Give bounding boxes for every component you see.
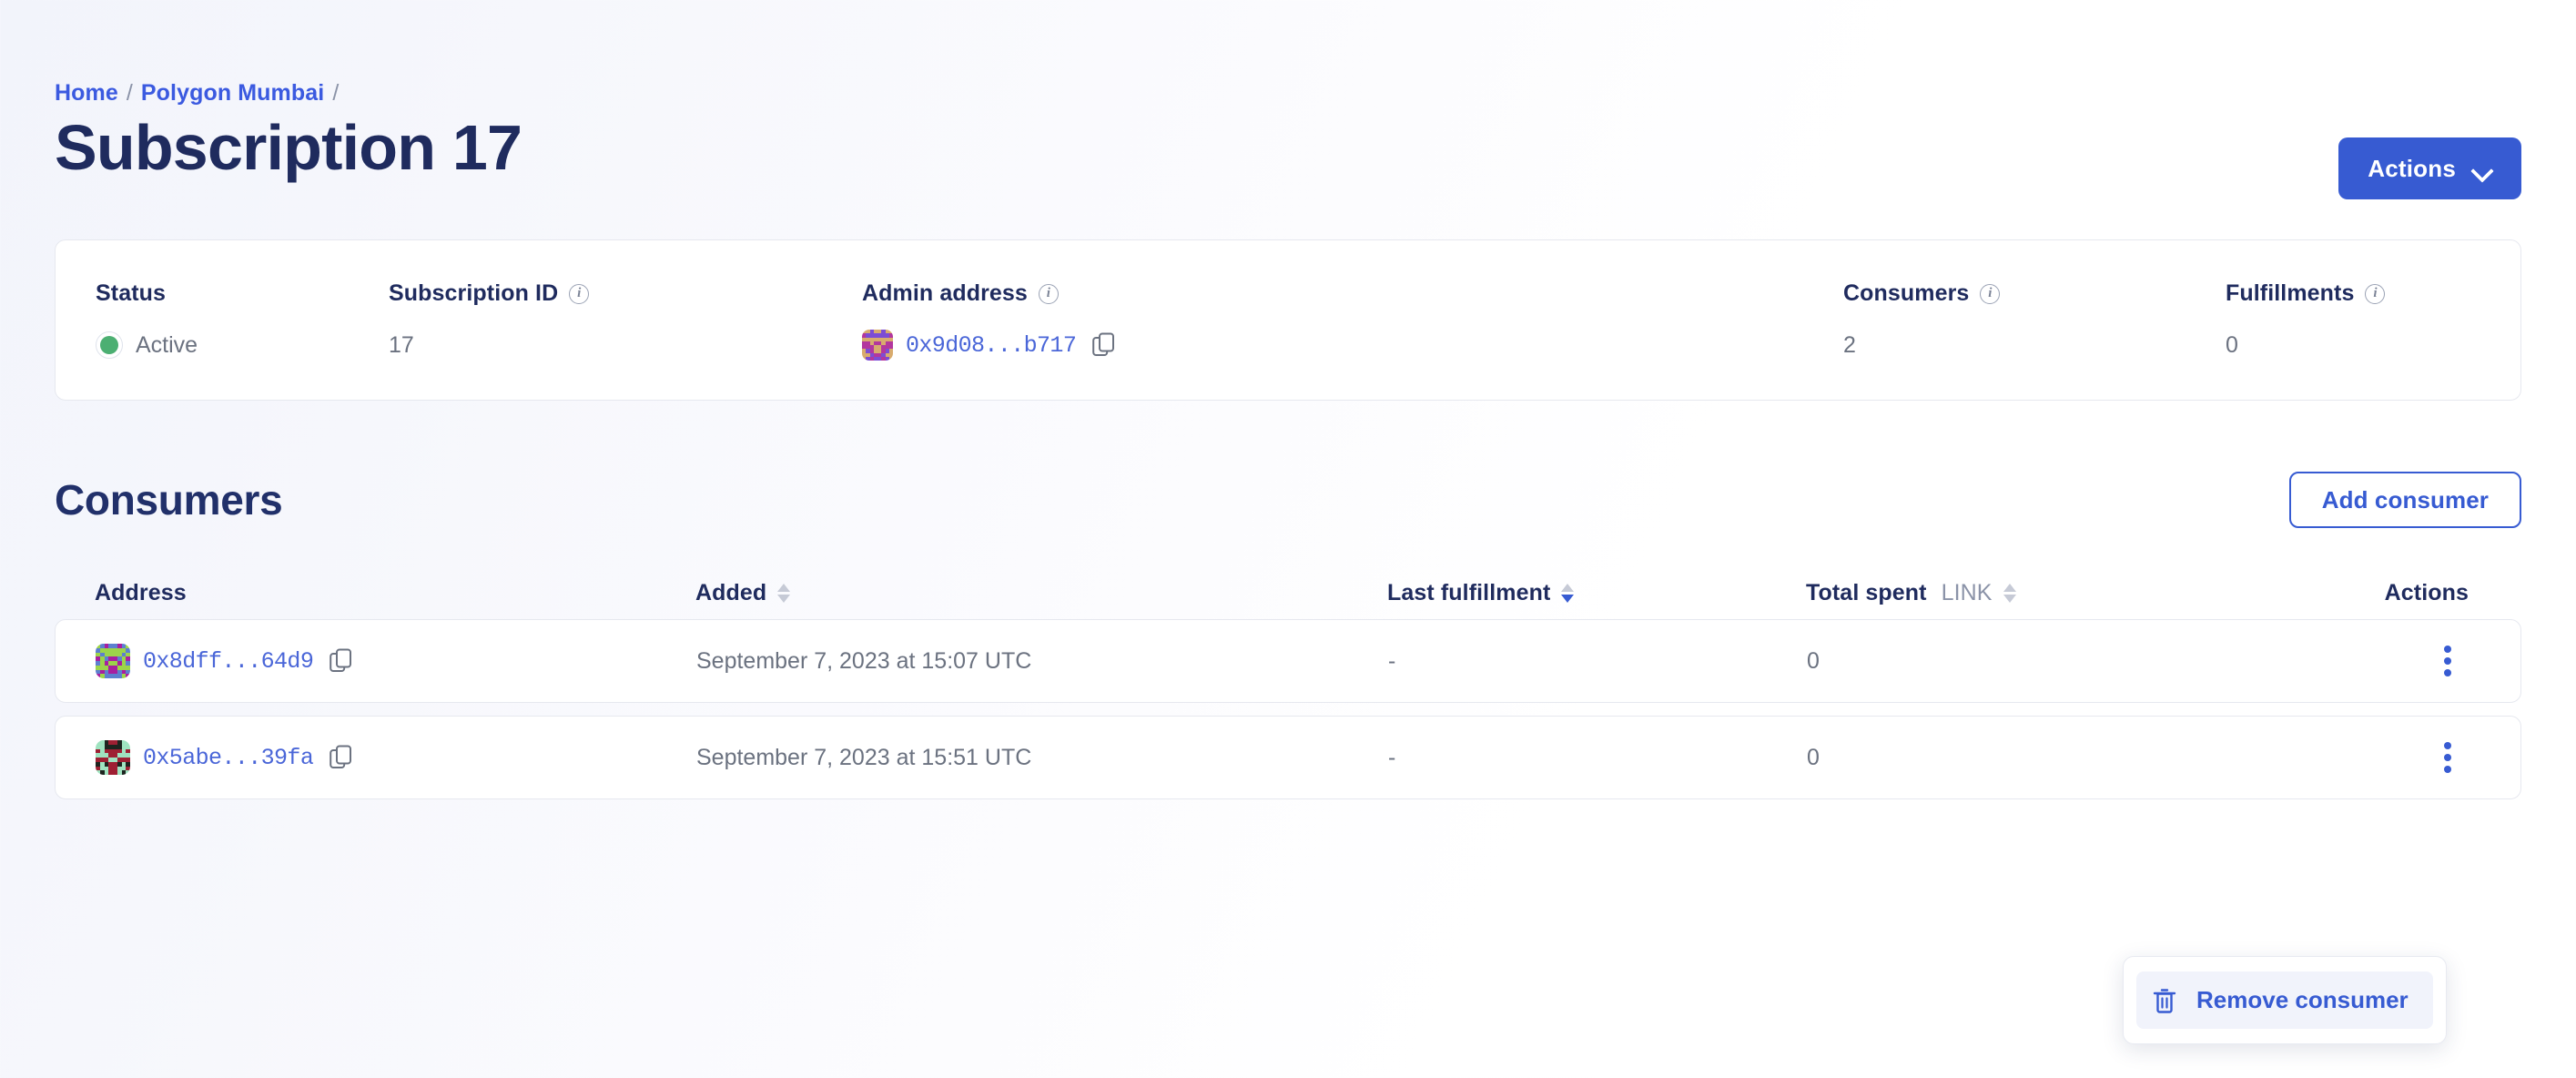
copy-icon[interactable] [330, 648, 353, 674]
stat-fulfillments: Fulfillments i 0 [2226, 280, 2576, 363]
admin-address-link[interactable]: 0x9d08...b717 [906, 331, 1077, 359]
status-indicator-icon [96, 331, 123, 359]
stat-subscription-id: Subscription ID i 17 [389, 280, 862, 363]
stat-consumers: Consumers i 2 [1843, 280, 2226, 363]
stat-consumers-value: 2 [1843, 331, 1856, 358]
breadcrumb-link-home[interactable]: Home [55, 80, 118, 106]
consumers-heading: Consumers [55, 476, 283, 524]
cell-address: 0x5abe...39fa [96, 740, 696, 775]
actions-button[interactable]: Actions [2338, 137, 2521, 199]
page-root: Home / Polygon Mumbai / Subscription 17 … [0, 0, 2576, 799]
stat-subscription-id-label-row: Subscription ID i [389, 280, 840, 307]
consumer-address-link[interactable]: 0x5abe...39fa [143, 744, 314, 771]
stat-admin-address-label: Admin address [862, 280, 1028, 306]
sort-icon[interactable] [2003, 583, 2016, 603]
table-row: 0x5abe...39fa September 7, 2023 at 15:51… [55, 716, 2521, 799]
actions-button-label: Actions [2368, 154, 2456, 182]
avatar-identicon [96, 740, 130, 775]
stat-status-value-row: Active [96, 327, 367, 363]
cell-added: September 7, 2023 at 15:07 UTC [696, 647, 1032, 674]
page-title-row: Subscription 17 Actions [55, 112, 2521, 199]
cell-actions [2189, 641, 2520, 681]
cell-last-fulfillment: - [1388, 647, 1396, 674]
stat-admin-address: Admin address i 0x9d08...b717 [862, 280, 1843, 363]
consumers-section-header: Consumers Add consumer [55, 472, 2521, 528]
breadcrumb: Home / Polygon Mumbai / [55, 0, 2521, 107]
column-header-added[interactable]: Added [695, 580, 1387, 606]
cell-added: September 7, 2023 at 15:51 UTC [696, 744, 1032, 770]
sort-icon[interactable] [777, 583, 791, 603]
cell-total-spent: 0 [1807, 647, 1820, 674]
status-badge: Active [136, 331, 198, 358]
info-icon[interactable]: i [569, 283, 590, 304]
stat-subscription-id-value: 17 [389, 331, 414, 358]
page-title: Subscription 17 [55, 112, 522, 183]
remove-consumer-menu-item[interactable]: Remove consumer [2136, 971, 2433, 1029]
avatar-identicon [862, 330, 893, 361]
column-header-total-spent-label: Total spent [1806, 579, 1927, 605]
stat-consumers-label-row: Consumers i [1843, 280, 2204, 307]
cell-last-fulfillment: - [1388, 744, 1396, 770]
column-header-total-spent[interactable]: Total spent LINK [1806, 580, 2188, 606]
stat-fulfillments-label-row: Fulfillments i [2226, 280, 2576, 307]
avatar-identicon [96, 644, 130, 678]
subscription-summary-card: Status Active Subscription ID i 17 Admin… [55, 239, 2521, 401]
consumer-address-link[interactable]: 0x8dff...64d9 [143, 647, 314, 675]
table-header-row: Address Added Last fulfillment Total spe… [55, 566, 2521, 619]
chevron-down-icon [2472, 163, 2492, 175]
stat-admin-address-label-row: Admin address i [862, 280, 1821, 307]
info-icon[interactable]: i [2365, 283, 2386, 304]
row-menu-kebab-icon[interactable] [2428, 641, 2468, 681]
column-header-added-label: Added [695, 579, 767, 605]
trash-icon [2153, 987, 2176, 1014]
table-row: 0x8dff...64d9 September 7, 2023 at 15:07… [55, 619, 2521, 703]
copy-icon[interactable] [1092, 332, 1116, 358]
column-header-address-label: Address [95, 579, 187, 605]
stat-status-label-row: Status [96, 280, 367, 307]
column-header-total-spent-unit: LINK [1941, 579, 1993, 605]
copy-icon[interactable] [330, 745, 353, 770]
stat-fulfillments-value: 0 [2226, 331, 2238, 358]
sort-icon[interactable] [1561, 583, 1575, 603]
stat-status: Status Active [56, 280, 389, 363]
info-icon[interactable]: i [1038, 283, 1059, 304]
row-menu-kebab-icon[interactable] [2428, 737, 2468, 778]
info-icon[interactable]: i [1980, 283, 2001, 304]
breadcrumb-link-network[interactable]: Polygon Mumbai [140, 80, 325, 106]
row-actions-dropdown: Remove consumer [2123, 956, 2447, 1044]
consumers-table: Address Added Last fulfillment Total spe… [55, 566, 2521, 799]
add-consumer-button[interactable]: Add consumer [2288, 472, 2521, 528]
stat-fulfillments-label: Fulfillments [2226, 280, 2355, 306]
column-header-last-fulfillment[interactable]: Last fulfillment [1387, 580, 1806, 606]
breadcrumb-separator: / [332, 80, 340, 106]
column-header-address: Address [95, 580, 695, 606]
remove-consumer-label: Remove consumer [2196, 986, 2409, 1013]
column-header-actions: Actions [2188, 580, 2521, 606]
stat-status-label: Status [96, 280, 167, 306]
cell-actions [2189, 737, 2520, 778]
column-header-actions-label: Actions [2384, 579, 2469, 605]
stat-subscription-id-label: Subscription ID [389, 280, 559, 306]
cell-total-spent: 0 [1807, 744, 1820, 770]
stat-admin-address-value-row: 0x9d08...b717 [862, 327, 1821, 363]
breadcrumb-separator: / [126, 80, 133, 106]
column-header-last-fulfillment-label: Last fulfillment [1387, 579, 1551, 605]
stat-consumers-label: Consumers [1843, 280, 1970, 306]
cell-address: 0x8dff...64d9 [96, 644, 696, 678]
